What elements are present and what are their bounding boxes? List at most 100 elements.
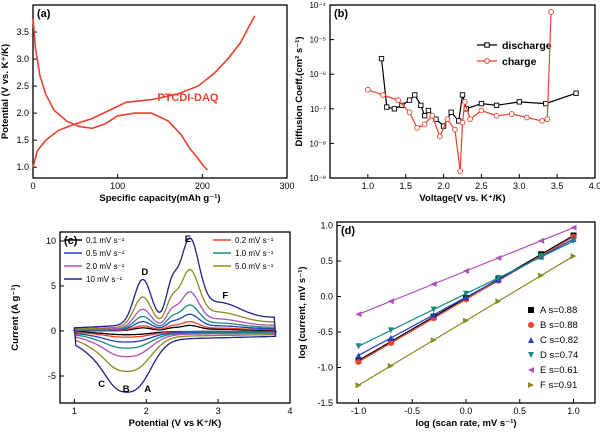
data-point bbox=[508, 111, 515, 117]
y-tick-label: 10⁻⁷ bbox=[310, 105, 326, 114]
charge-curve bbox=[32, 15, 256, 168]
panel-label: (c) bbox=[64, 235, 78, 247]
x-tick-label: 1 bbox=[72, 406, 77, 416]
plot-frame bbox=[329, 4, 596, 179]
data-point bbox=[452, 126, 458, 133]
y-tick-label: 1.0 bbox=[320, 221, 333, 231]
data-point bbox=[538, 253, 545, 260]
panel-d: -1.0 -0.5 0.0 0.5 1.0 -1.5 -1.0 -0.5 0.0 0.5 1.0 lo… bbox=[297, 221, 596, 429]
peak-label: A bbox=[144, 384, 151, 395]
data-point bbox=[495, 274, 502, 281]
data-point bbox=[430, 306, 437, 313]
x-tick-label: -0.5 bbox=[404, 406, 420, 416]
data-point bbox=[544, 116, 551, 123]
data-point bbox=[430, 311, 437, 318]
legend-marker bbox=[528, 367, 534, 373]
x-axis-label: Potential (V vs K⁺/K) bbox=[129, 418, 222, 429]
panel-label: (b) bbox=[334, 8, 348, 20]
data-point bbox=[539, 118, 545, 124]
data-point bbox=[355, 358, 362, 365]
data-point bbox=[387, 298, 394, 305]
legend-marker bbox=[528, 337, 534, 343]
x-tick-label: 3.0 bbox=[513, 181, 526, 191]
x-tick-label: 4 bbox=[287, 406, 292, 416]
legend-marker bbox=[484, 42, 490, 48]
data-point bbox=[467, 116, 473, 123]
y-tick-label: 10⁻⁵ bbox=[310, 36, 326, 45]
data-point bbox=[444, 116, 451, 123]
x-tick-label: 0.5 bbox=[513, 406, 526, 416]
data-point bbox=[516, 99, 522, 105]
data-point bbox=[384, 104, 390, 110]
data-point bbox=[391, 106, 398, 112]
data-point bbox=[380, 92, 386, 98]
y-tick-label: 0.0 bbox=[320, 292, 333, 302]
x-tick-label: 1.0 bbox=[362, 181, 375, 191]
peak-label: E bbox=[185, 234, 191, 245]
x-tick-label: -1.0 bbox=[351, 406, 367, 416]
data-point bbox=[406, 109, 413, 116]
y-tick-label: 10⁻⁸ bbox=[310, 139, 327, 148]
y-axis-label: Current (A g⁻¹) bbox=[10, 284, 21, 350]
y-tick-label: 1.5 bbox=[16, 135, 29, 145]
x-tick-label: 200 bbox=[195, 181, 210, 191]
data-point bbox=[406, 97, 413, 103]
legend-label: D s=0.74 bbox=[540, 350, 578, 361]
data-point bbox=[395, 97, 401, 104]
x-tick-label: 300 bbox=[279, 181, 294, 191]
panel-a: 0 100 200 300 1.0 1.5 2.0 2.5 3.0 3.5 Specific cap… bbox=[0, 4, 295, 204]
data-point bbox=[414, 124, 420, 131]
data-point bbox=[573, 90, 579, 96]
legend-marker bbox=[528, 307, 534, 313]
x-tick-label: 3.5 bbox=[551, 181, 564, 191]
data-point bbox=[463, 294, 469, 301]
data-point bbox=[378, 55, 385, 62]
data-point bbox=[478, 100, 485, 107]
plot-frame bbox=[59, 231, 291, 404]
data-point bbox=[493, 112, 500, 119]
y-tick-label: 10 bbox=[46, 236, 56, 246]
plot-frame bbox=[32, 4, 288, 179]
legend-label: F s=0.91 bbox=[540, 380, 577, 391]
data-point bbox=[387, 362, 394, 369]
data-point bbox=[430, 281, 437, 288]
y-tick-label: 2.5 bbox=[16, 81, 29, 91]
legend-label: 1.0 mV s⁻¹ bbox=[235, 249, 274, 258]
cv-curve bbox=[73, 291, 277, 358]
panel-b: 1.0 1.5 2.0 2.5 3.0 3.5 4.0 10⁻⁹ 10⁻⁸ 10⁻⁷ 10⁻⁶ 10⁻… bbox=[294, 1, 600, 204]
x-tick-label: 0.0 bbox=[460, 406, 473, 416]
legend-label: 10 mV s⁻¹ bbox=[86, 275, 123, 284]
panel-label: (d) bbox=[341, 225, 355, 237]
x-tick-label: 2 bbox=[144, 406, 149, 416]
y-axis-label: log (current, mV s⁻¹) bbox=[297, 266, 308, 358]
panel-label: (a) bbox=[37, 8, 51, 20]
y-tick-label: 0.5 bbox=[320, 256, 333, 266]
y-tick-label: 10⁻⁶ bbox=[310, 70, 326, 79]
annotation-label: PTCDI-DAQ bbox=[157, 92, 219, 104]
y-tick-label: 3.5 bbox=[16, 27, 29, 37]
data-point bbox=[429, 112, 436, 119]
data-point bbox=[570, 238, 577, 245]
y-tick-label: 5 bbox=[51, 281, 56, 291]
data-point bbox=[421, 113, 428, 119]
legend-label: A s=0.88 bbox=[540, 305, 577, 316]
x-tick-label: 4.0 bbox=[589, 181, 600, 191]
data-point bbox=[425, 107, 432, 114]
data-point bbox=[538, 237, 545, 244]
data-point bbox=[459, 119, 466, 126]
y-axis-label: Diffusion Coeff.(cm² s⁻¹) bbox=[294, 36, 305, 146]
y-tick-label: -1.5 bbox=[317, 398, 333, 408]
peak-label: F bbox=[222, 291, 228, 302]
legend-label: 0.5 mV s⁻¹ bbox=[86, 249, 125, 258]
y-tick-label: -5 bbox=[48, 371, 56, 381]
x-axis-label: Specific capacity(mAh g⁻¹) bbox=[99, 193, 220, 204]
data-point bbox=[457, 168, 464, 174]
peak-label: B bbox=[123, 384, 130, 395]
data-point bbox=[463, 317, 469, 324]
data-point bbox=[570, 224, 577, 231]
data-point bbox=[421, 121, 428, 128]
y-tick-label: -1.0 bbox=[317, 363, 333, 373]
x-tick-label: 1.5 bbox=[399, 181, 412, 191]
y-axis-label: Potential (V vs. K⁺/K) bbox=[0, 44, 11, 139]
